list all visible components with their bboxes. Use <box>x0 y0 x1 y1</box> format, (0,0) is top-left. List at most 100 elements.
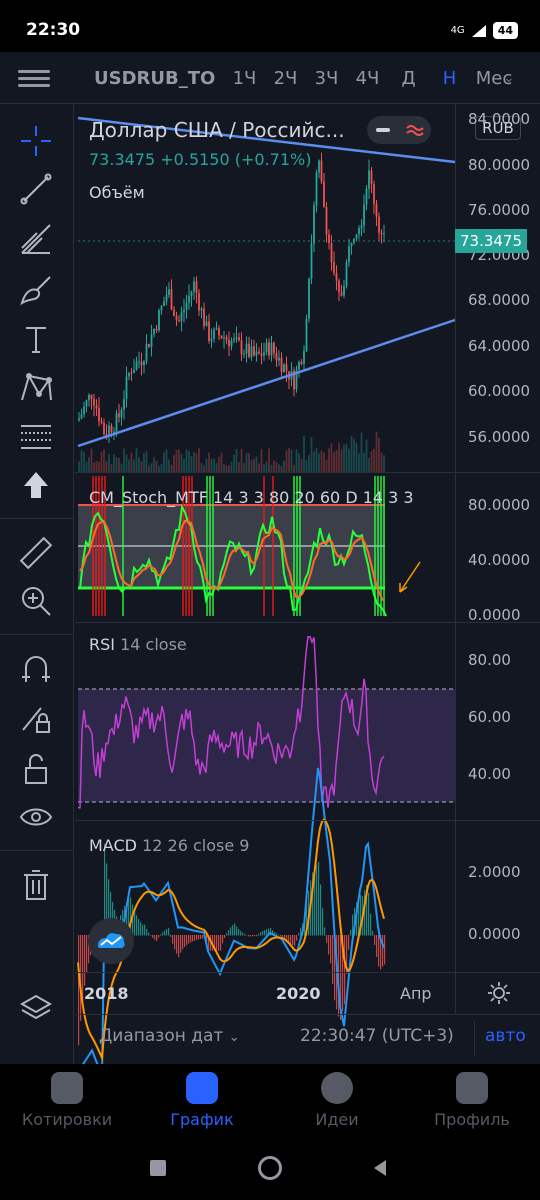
stoch-overbought-bar <box>185 476 187 616</box>
symbol-button[interactable]: USDRUB_TO <box>94 68 216 89</box>
eye-icon[interactable] <box>17 798 55 836</box>
candle-body <box>270 343 273 356</box>
macd-histogram-bar <box>240 930 242 936</box>
crosshair-icon[interactable] <box>17 122 55 160</box>
macd-histogram-bar <box>348 935 350 950</box>
volume-bar <box>113 454 115 472</box>
candle-body <box>170 289 173 310</box>
pane-divider[interactable] <box>75 820 540 821</box>
candle-body <box>335 273 338 281</box>
stoch-overbought-bar <box>101 476 103 616</box>
macd-histogram-bar <box>266 929 268 936</box>
volume-bar <box>240 448 243 472</box>
back-icon[interactable] <box>372 1158 388 1178</box>
macd-histogram-bar <box>154 935 156 940</box>
candle-body <box>235 337 238 339</box>
timeframe-3h[interactable]: 3Ч <box>314 68 339 89</box>
nav-profile[interactable]: Профиль <box>412 1072 532 1129</box>
stoch-overbought-bar <box>182 476 184 616</box>
rsi-indicator-label[interactable]: RSI 14 close <box>89 635 187 654</box>
home-icon[interactable] <box>258 1156 282 1180</box>
volume-label[interactable]: Объём <box>89 183 145 202</box>
arrow-up-icon[interactable] <box>17 466 55 504</box>
stoch-overbought-bar <box>272 476 274 616</box>
currency-button[interactable]: RUB <box>475 116 521 140</box>
volume-bar <box>360 432 363 472</box>
menu-button[interactable] <box>18 66 50 94</box>
timeframe-month[interactable]: Мес <box>475 68 513 89</box>
pitchfork-icon[interactable] <box>17 220 55 258</box>
timeframe-1h[interactable]: 1Ч <box>232 68 257 89</box>
candle-body <box>328 234 330 244</box>
macd-histogram-bar <box>86 935 88 974</box>
macd-histogram-bar <box>258 933 260 936</box>
macd-histogram-bar <box>164 930 166 936</box>
macd-histogram-bar <box>292 935 294 946</box>
trash-icon[interactable] <box>17 866 55 904</box>
pane-divider[interactable] <box>75 622 540 623</box>
candle-body <box>185 302 188 310</box>
gear-icon[interactable] <box>487 981 511 1005</box>
timeframe-week[interactable]: Н <box>442 68 457 89</box>
pane-divider[interactable] <box>75 472 540 473</box>
volume-bar <box>265 461 268 472</box>
nav-quotes[interactable]: Котировки <box>7 1072 127 1129</box>
layers-icon[interactable] <box>17 990 55 1028</box>
macd-histogram-bar <box>148 932 150 936</box>
price-tick: 76.0000 <box>468 201 531 219</box>
tradingview-logo[interactable] <box>88 918 134 964</box>
stoch-indicator-label[interactable]: CM_Stoch_MTF 14 3 3 80 20 60 D 14 3 3 <box>89 488 414 507</box>
collapse-icon[interactable] <box>374 125 392 135</box>
brush-icon[interactable] <box>17 270 55 308</box>
volume-bar <box>103 449 105 472</box>
legend-toggle[interactable] <box>367 116 431 144</box>
macd-histogram-bar <box>306 903 308 936</box>
ruler-icon[interactable] <box>17 534 55 572</box>
magnet-icon[interactable] <box>17 650 55 688</box>
macd-histogram-bar <box>370 913 372 936</box>
candle-body <box>78 418 80 421</box>
macd-histogram-bar <box>344 935 346 1005</box>
timeframe-2h[interactable]: 2Ч <box>273 68 298 89</box>
candle-body <box>275 352 278 361</box>
wave-icon[interactable] <box>405 123 425 137</box>
pattern-icon[interactable] <box>17 368 55 406</box>
nav-chart[interactable]: График <box>142 1072 262 1129</box>
zoom-in-icon[interactable] <box>17 582 55 620</box>
macd-histogram-bar <box>224 935 226 938</box>
list-icon <box>51 1072 83 1104</box>
text-tool-icon[interactable] <box>17 320 55 358</box>
rsi-params: 14 close <box>120 635 187 654</box>
macd-histogram-bar <box>284 935 286 940</box>
fib-retracement-icon[interactable] <box>17 418 55 456</box>
lock-drawing-icon[interactable] <box>17 700 55 738</box>
trendline-icon[interactable] <box>17 170 55 208</box>
macd-histogram-bar <box>342 935 344 1012</box>
macd-histogram-bar <box>318 861 320 936</box>
macd-histogram-bar <box>162 932 164 936</box>
macd-histogram-bar <box>168 927 170 936</box>
chevron-down-icon[interactable]: ⌄ <box>503 70 515 86</box>
price-tick: 84.0000 <box>468 110 531 128</box>
stoch-tick: 0.0000 <box>468 606 521 624</box>
timeframe-4h[interactable]: 4Ч <box>355 68 380 89</box>
macd-indicator-label[interactable]: MACD 12 26 close 9 <box>89 836 249 855</box>
status-bar <box>0 0 540 52</box>
candle-body <box>115 413 118 432</box>
timeframe-day[interactable]: Д <box>401 68 416 89</box>
volume-bar <box>330 443 333 472</box>
recents-icon[interactable] <box>150 1160 166 1176</box>
auto-scale-button[interactable]: авто <box>485 1026 526 1046</box>
date-range-button[interactable]: Диапазон дат ⌄ <box>99 1026 240 1046</box>
rsi-name: RSI <box>89 635 115 654</box>
macd-histogram-bar <box>270 927 272 936</box>
nav-ideas[interactable]: Идеи <box>277 1072 397 1129</box>
volume-bar <box>163 452 165 472</box>
timezone-clock[interactable]: 22:30:47 (UTC+3) <box>300 1026 454 1046</box>
macd-histogram-bar <box>140 922 142 936</box>
macd-histogram-bar <box>276 933 278 936</box>
macd-histogram-bar <box>296 935 298 941</box>
unlock-icon[interactable] <box>17 750 55 788</box>
volume-bar <box>188 451 190 472</box>
